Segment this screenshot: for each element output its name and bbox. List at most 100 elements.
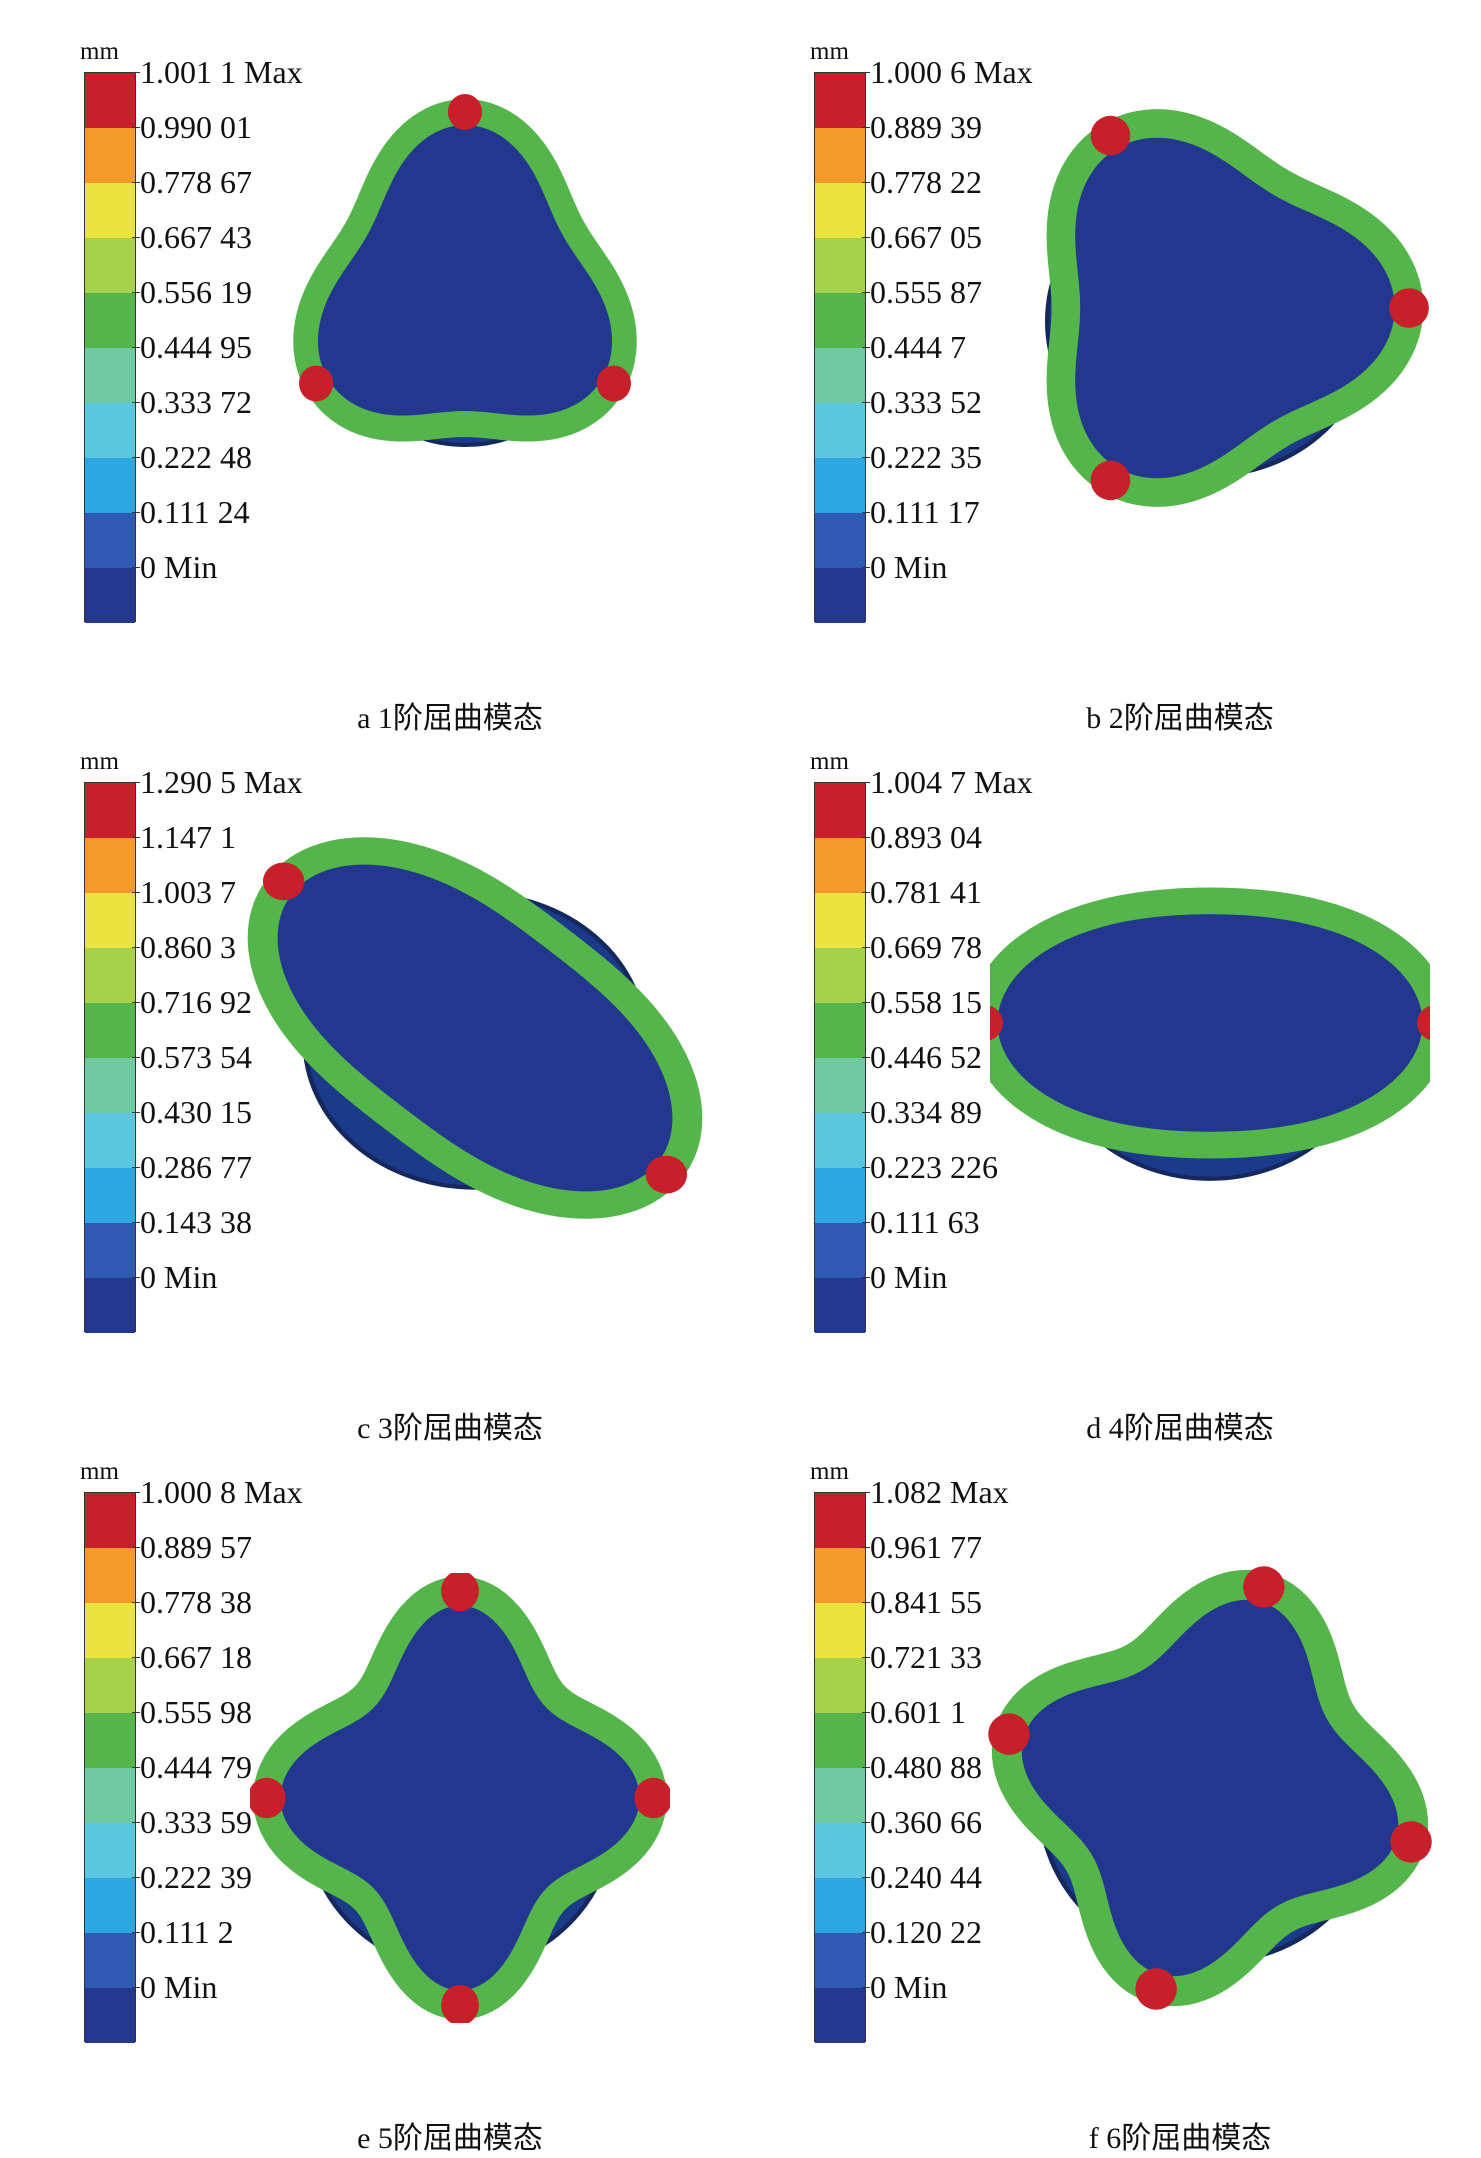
legend-value: 0.555 98 bbox=[132, 1694, 252, 1730]
legend-swatch bbox=[85, 1603, 135, 1658]
legend-value: 0.333 52 bbox=[862, 384, 982, 420]
legend-value: 0.444 7 bbox=[862, 329, 966, 365]
deformed-interior bbox=[990, 900, 1430, 1146]
max-displacement-zone bbox=[596, 365, 631, 402]
panel-caption: c 3阶屈曲模态 bbox=[357, 1412, 543, 1445]
legend-swatch bbox=[815, 568, 865, 623]
legend-value: 0.961 77 bbox=[862, 1529, 982, 1565]
legend-value: 0.334 89 bbox=[862, 1094, 982, 1130]
legend-value: 0.555 87 bbox=[862, 274, 982, 310]
legend-swatch bbox=[815, 73, 865, 128]
legend-value: 0.240 44 bbox=[862, 1859, 982, 1895]
legend-value: 1.001 1 Max bbox=[132, 54, 303, 90]
panel-caption: d 4阶屈曲模态 bbox=[1086, 1412, 1274, 1445]
legend-swatch bbox=[815, 1603, 865, 1658]
legend-swatch bbox=[85, 1548, 135, 1603]
legend-value: 0.990 01 bbox=[132, 109, 252, 145]
legend-value: 1.290 5 Max bbox=[132, 764, 303, 800]
legend-swatch bbox=[815, 893, 865, 948]
deformed-interior bbox=[262, 850, 688, 1206]
legend-value: 0.430 15 bbox=[132, 1094, 252, 1130]
legend-value: 0.446 52 bbox=[862, 1039, 982, 1075]
max-displacement-zone bbox=[1416, 1005, 1430, 1041]
legend-value: 1.000 6 Max bbox=[862, 54, 1033, 90]
legend-value: 0.333 59 bbox=[132, 1804, 252, 1840]
legend-swatch bbox=[815, 293, 865, 348]
legend-swatch bbox=[85, 783, 135, 838]
legend-unit: mm bbox=[810, 1458, 849, 1485]
max-displacement-zone bbox=[1243, 1566, 1285, 1608]
max-displacement-zone bbox=[988, 1713, 1030, 1755]
legend-value: 1.082 Max bbox=[862, 1474, 1009, 1510]
legend-swatch bbox=[815, 1168, 865, 1223]
legend-swatch bbox=[815, 348, 865, 403]
legend-value: 0 Min bbox=[861, 1969, 948, 2005]
mode-panel: mm 1.290 5 Max 1.147 1 1.003 7 0.860 3 0.716 … bbox=[80, 748, 820, 1448]
legend-swatch bbox=[815, 458, 865, 513]
legend-swatch bbox=[85, 73, 135, 128]
legend-color-bar bbox=[814, 72, 866, 623]
legend-swatch bbox=[815, 948, 865, 1003]
max-displacement-zone bbox=[299, 365, 334, 402]
legend-swatch bbox=[85, 1278, 135, 1333]
max-displacement-zone bbox=[1135, 1968, 1177, 2010]
legend-color-bar bbox=[814, 1492, 866, 2043]
legend-swatch bbox=[85, 1768, 135, 1823]
legend-swatch bbox=[815, 1058, 865, 1113]
legend-swatch bbox=[85, 403, 135, 458]
legend-value: 0.778 22 bbox=[862, 164, 982, 200]
legend-swatch bbox=[85, 1168, 135, 1223]
legend-swatch bbox=[815, 183, 865, 238]
legend-value: 0.222 39 bbox=[132, 1859, 252, 1895]
legend-swatch bbox=[85, 1933, 135, 1988]
max-displacement-zone bbox=[441, 1984, 479, 2023]
legend-swatch bbox=[85, 1493, 135, 1548]
legend-value: 0.781 41 bbox=[862, 874, 982, 910]
legend-swatch bbox=[85, 1823, 135, 1878]
legend-unit: mm bbox=[810, 38, 849, 65]
legend-swatch bbox=[85, 1223, 135, 1278]
legend-value: 1.147 1 bbox=[132, 819, 236, 855]
legend-value: 0.721 33 bbox=[862, 1639, 982, 1675]
legend-value: 0.778 38 bbox=[132, 1584, 252, 1620]
max-displacement-zone bbox=[990, 1005, 1004, 1041]
legend-color-bar bbox=[84, 782, 136, 1333]
legend-swatch bbox=[85, 838, 135, 893]
legend-swatch bbox=[85, 1878, 135, 1933]
legend-swatch bbox=[85, 1713, 135, 1768]
legend-value: 0 Min bbox=[131, 1259, 218, 1295]
legend-swatch bbox=[85, 293, 135, 348]
legend-value: 0.667 18 bbox=[132, 1639, 252, 1675]
mode-panel: mm 1.000 6 Max 0.889 39 0.778 22 0.667 05 0.5… bbox=[810, 38, 1481, 738]
buckling-mode-model bbox=[250, 1573, 670, 2023]
mode-panel: mm 1.000 8 Max 0.889 57 0.778 38 0.667 18 0.5… bbox=[80, 1458, 820, 2158]
legend-value: 0.669 78 bbox=[862, 929, 982, 965]
deformed-ring bbox=[293, 99, 637, 442]
deformed-ring bbox=[1046, 109, 1424, 507]
legend-swatch bbox=[815, 1278, 865, 1333]
legend-value: 0.573 54 bbox=[132, 1039, 252, 1075]
legend-value: 0.667 05 bbox=[862, 219, 982, 255]
legend-color-bar bbox=[814, 782, 866, 1333]
max-displacement-zone bbox=[447, 94, 483, 131]
legend-value: 0.716 92 bbox=[132, 984, 252, 1020]
legend-unit: mm bbox=[810, 748, 849, 775]
legend-swatch bbox=[815, 238, 865, 293]
legend-swatch bbox=[815, 1223, 865, 1278]
buckling-mode-model bbox=[1045, 109, 1429, 507]
legend-value: 0.480 88 bbox=[862, 1749, 982, 1785]
max-displacement-zone bbox=[645, 1155, 688, 1194]
deformed-interior bbox=[266, 1590, 654, 2006]
legend-value: 0.120 22 bbox=[862, 1914, 982, 1950]
legend-value: 0 Min bbox=[131, 549, 218, 585]
buckling-mode-model bbox=[293, 94, 637, 447]
legend-swatch bbox=[815, 128, 865, 183]
max-displacement-zone bbox=[1390, 1821, 1432, 1863]
deformed-ring bbox=[990, 887, 1430, 1159]
panel-caption: f 6阶屈曲模态 bbox=[1088, 2122, 1272, 2155]
legend-color-bar bbox=[84, 72, 136, 623]
legend-unit: mm bbox=[80, 38, 119, 65]
legend-color-bar bbox=[84, 1492, 136, 2043]
legend-swatch bbox=[85, 1988, 135, 2043]
legend-value: 0 Min bbox=[861, 1259, 948, 1295]
